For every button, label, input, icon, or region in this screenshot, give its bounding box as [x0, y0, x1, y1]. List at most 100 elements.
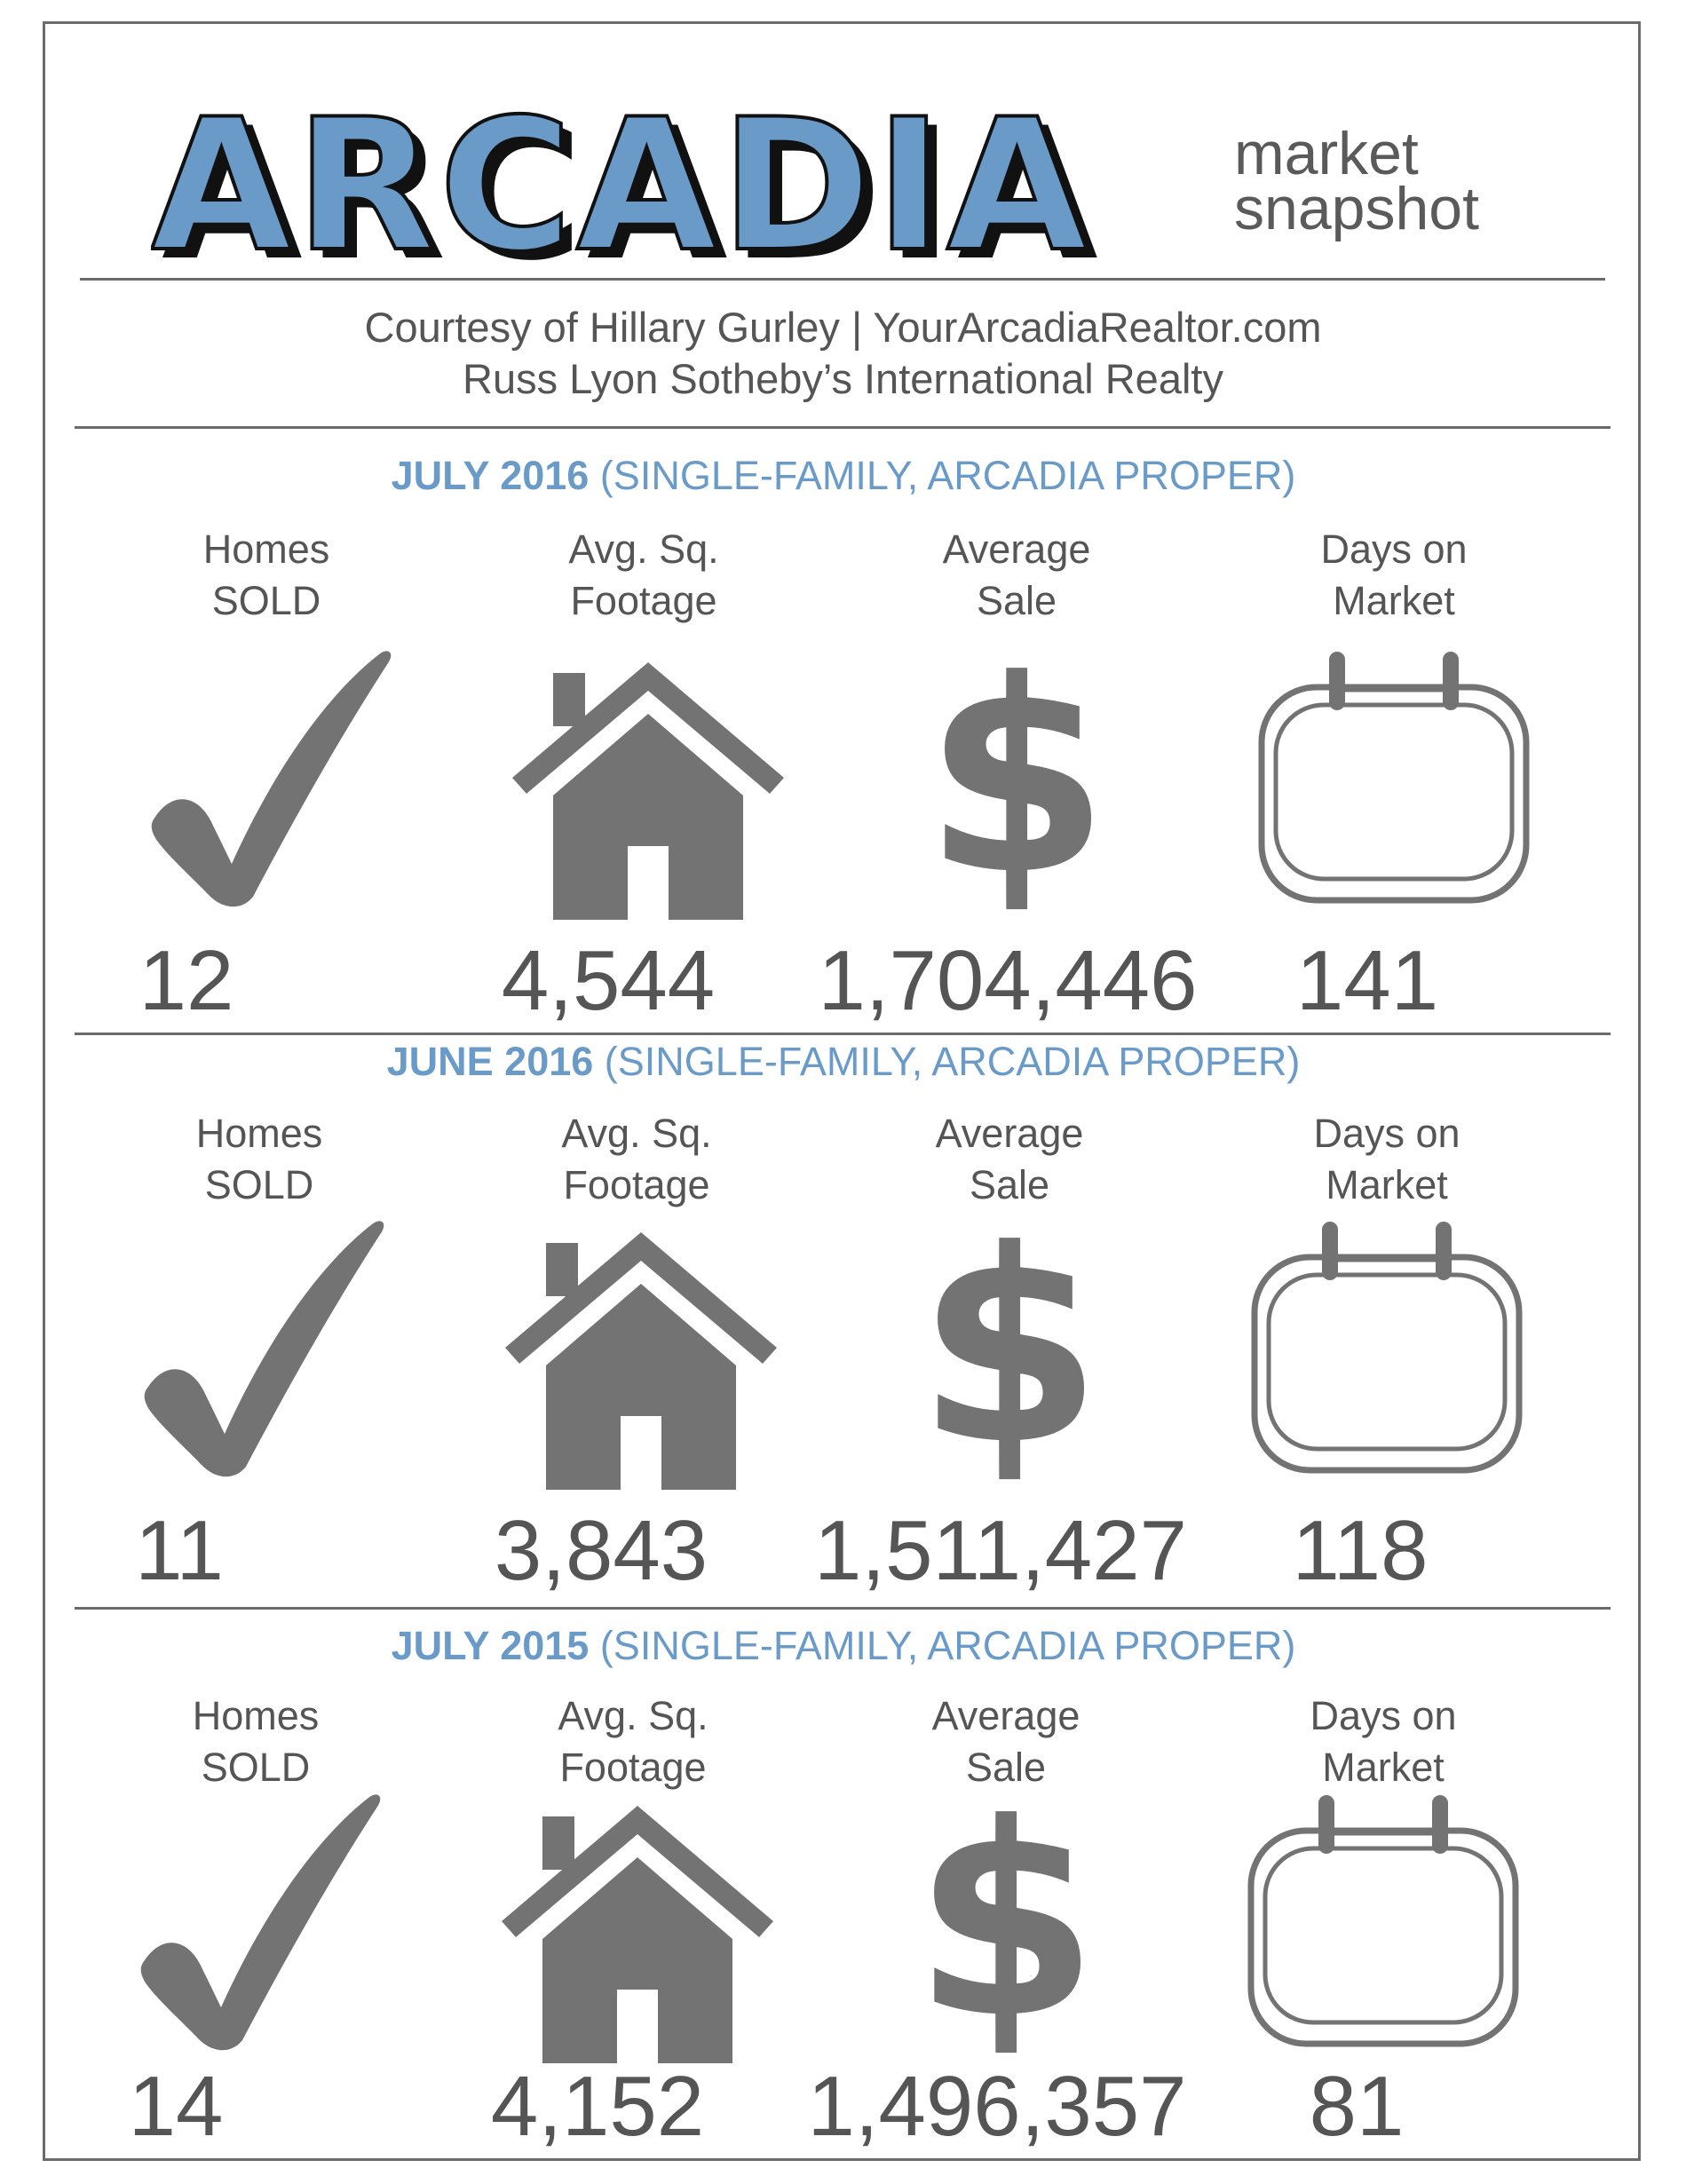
courtesy-block: Courtesy of Hillary Gurley | YourArcadia…: [0, 302, 1686, 405]
stat-days-on-market: Days on Market 118: [1200, 1032, 1573, 1600]
svg-text:$: $: [921, 1202, 1098, 1486]
stat-value: 3,843: [494, 1503, 708, 1598]
header-divider: [80, 278, 1605, 281]
calendar-icon: [1256, 650, 1532, 912]
stat-label: Homes SOLD: [69, 1690, 442, 1793]
stat-days-on-market: Days on Market 141: [1207, 444, 1580, 1028]
section-june-2016: JUNE 2016 (SINGLE-FAMILY, ARCADIA PROPER…: [53, 1032, 1634, 1600]
stat-label: Average Sale: [823, 1108, 1196, 1211]
stat-label-line1: Homes: [202, 526, 330, 572]
svg-text:$: $: [928, 632, 1105, 916]
stat-avg-sq-footage: Avg. Sq. Footage 3,843: [450, 1032, 823, 1600]
stat-label-line2: Sale: [969, 1162, 1050, 1207]
section-july-2015: JULY 2015 (SINGLE-FAMILY, ARCADIA PROPER…: [53, 1614, 1634, 2154]
stat-label-line2: Sale: [965, 1745, 1047, 1790]
stat-label-line1: Days on: [1320, 526, 1468, 572]
stat-avg-sq-footage: Avg. Sq. Footage 4,152: [447, 1614, 819, 2182]
house-icon: [503, 1225, 779, 1496]
stat-label-line1: Homes: [192, 1693, 320, 1738]
stat-label-line1: Average: [942, 526, 1091, 572]
courtesy-line2: Russ Lyon Sotheby’s International Realty: [463, 355, 1223, 402]
stat-homes-sold: Homes SOLD 11: [73, 1032, 446, 1600]
stat-label-line2: SOLD: [201, 1745, 311, 1790]
stat-value: 81: [1309, 2059, 1405, 2154]
section-title: JULY 2015 (SINGLE-FAMILY, ARCADIA PROPER…: [53, 1623, 1634, 1669]
stat-label-line1: Avg. Sq.: [561, 1111, 712, 1156]
stat-average-sale: Average Sale $1,511,427: [814, 1032, 1196, 1600]
house-icon: [511, 655, 786, 926]
section-title-date: JULY 2016: [391, 453, 590, 498]
section-title-scope: (SINGLE-FAMILY, ARCADIA PROPER): [589, 453, 1296, 498]
stat-value: 118: [1292, 1503, 1429, 1598]
section-title-date: JULY 2015: [391, 1623, 590, 1668]
section-july-2016: JULY 2016 (SINGLE-FAMILY, ARCADIA PROPER…: [53, 444, 1634, 1030]
stat-average-sale: Average Sale $1,496,357: [807, 1614, 1192, 2182]
stat-homes-sold: Homes SOLD 12: [80, 444, 453, 1028]
stat-label-line1: Avg. Sq.: [568, 526, 719, 572]
stat-label-line2: SOLD: [211, 578, 321, 623]
stat-label-line2: Footage: [570, 578, 717, 623]
svg-text:$: $: [917, 1776, 1095, 2060]
dollar-icon: $: [924, 623, 1110, 933]
stat-label-line2: Market: [1326, 1162, 1448, 1207]
stat-value: 1,704,446: [818, 933, 1198, 1028]
stat-label: Avg. Sq. Footage: [447, 1690, 819, 1793]
stat-label-line1: Homes: [195, 1111, 323, 1156]
stat-value: 141: [1295, 933, 1439, 1028]
stat-label-line2: Market: [1333, 578, 1455, 623]
dollar-icon: $: [914, 1767, 1099, 2077]
stat-label: Homes SOLD: [73, 1108, 446, 1211]
section-title: JUNE 2016 (SINGLE-FAMILY, ARCADIA PROPER…: [53, 1039, 1634, 1085]
stat-value: 14: [128, 2059, 224, 2154]
calendar-icon: [1249, 1220, 1524, 1482]
stat-value: 12: [139, 933, 234, 1028]
stat-label-line1: Average: [931, 1693, 1080, 1738]
dollar-icon: $: [917, 1193, 1103, 1503]
stat-label-line2: Sale: [976, 578, 1057, 623]
stat-label-line2: Footage: [559, 1745, 707, 1790]
checkmark-icon: [136, 1787, 384, 2058]
stat-days-on-market: Days on Market 81: [1197, 1614, 1570, 2182]
checkmark-icon: [146, 644, 395, 914]
stat-label-line2: SOLD: [204, 1162, 314, 1207]
stat-label-line1: Days on: [1313, 1111, 1460, 1156]
section-title-scope: (SINGLE-FAMILY, ARCADIA PROPER): [593, 1039, 1301, 1084]
stat-average-sale: Average Sale $1,704,446: [818, 444, 1203, 1028]
stat-value: 4,152: [490, 2059, 705, 2154]
checkmark-icon: [139, 1214, 388, 1484]
courtesy-divider: [75, 426, 1611, 429]
section-title-date: JUNE 2016: [386, 1039, 594, 1084]
stat-label: Days on Market: [1200, 1108, 1573, 1211]
stat-label-line1: Average: [935, 1111, 1084, 1156]
stat-value: 1,496,357: [807, 2059, 1187, 2154]
stat-label: Avg. Sq. Footage: [450, 1108, 823, 1211]
stat-label-line1: Days on: [1310, 1693, 1457, 1738]
stat-label-line1: Avg. Sq.: [558, 1693, 708, 1738]
calendar-icon: [1246, 1793, 1521, 2055]
logo-shadow: ARCADIA: [162, 96, 1102, 273]
arcadia-logo: ARCADIA ARCADIA: [151, 96, 1102, 273]
house-icon: [500, 1799, 775, 2069]
section-divider-2: [75, 1607, 1611, 1610]
page-frame: [43, 21, 1641, 2161]
courtesy-line1: Courtesy of Hillary Gurley | YourArcadia…: [364, 304, 1322, 351]
tagline: market snapshot: [1234, 120, 1479, 242]
stat-label: Days on Market: [1207, 524, 1580, 627]
stat-value: 11: [135, 1503, 224, 1598]
tagline-line2: snapshot: [1234, 175, 1479, 242]
section-title-scope: (SINGLE-FAMILY, ARCADIA PROPER): [589, 1623, 1296, 1668]
section-title: JULY 2016 (SINGLE-FAMILY, ARCADIA PROPER…: [53, 453, 1634, 499]
stat-homes-sold: Homes SOLD 14: [69, 1614, 442, 2182]
stat-label-line2: Market: [1322, 1745, 1445, 1790]
stat-value: 4,544: [501, 933, 716, 1028]
stat-label: Avg. Sq. Footage: [457, 524, 830, 627]
stat-avg-sq-footage: Avg. Sq. Footage 4,544: [457, 444, 830, 1028]
section-divider-1: [75, 1033, 1611, 1035]
tagline-line1: market: [1234, 120, 1419, 187]
stat-value: 1,511,427: [814, 1503, 1187, 1598]
logo-text: ARCADIA: [151, 96, 1091, 273]
stat-label-line2: Footage: [563, 1162, 710, 1207]
stat-label: Days on Market: [1197, 1690, 1570, 1793]
stat-label: Average Sale: [819, 1690, 1192, 1793]
stat-label: Homes SOLD: [80, 524, 453, 627]
